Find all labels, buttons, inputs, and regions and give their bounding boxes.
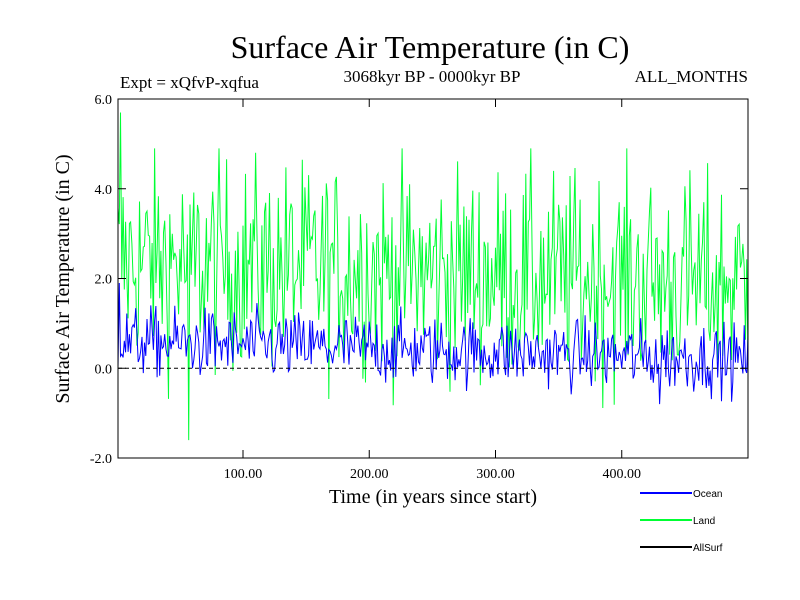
y-tick-label: 2.0 [95,273,113,288]
x-tick-label: 200.00 [350,467,389,482]
ticks-layer: -2.0 0.0 2.0 4.0 6.0 100.00 200.00 300.00 400.00 [90,93,748,482]
plot-frame [117,98,749,459]
x-tick-label: 300.00 [476,467,515,482]
chart-subtitle: 3068kyr BP - 0000kyr BP [344,67,521,86]
series-ocean [118,282,748,405]
y-tick-label: -2.0 [90,452,112,467]
x-tick-label: 100.00 [224,467,263,482]
x-tick-label: 400.00 [602,467,641,482]
y-tick-label: 4.0 [95,183,113,198]
chart-months: ALL_MONTHS [635,67,748,86]
series-land [118,112,748,441]
x-axis-label: Time (in years since start) [329,486,537,508]
series-layer [118,112,748,441]
y-tick-label: 0.0 [95,362,113,377]
legend-allsurf-label: AllSurf [693,543,723,554]
y-axis-label: Surface Air Temperature (in C) [52,154,74,403]
chart-experiment: Expt = xQfvP-xqfua [120,73,259,92]
legend-land-label: Land [693,516,715,527]
legend-ocean-label: Ocean [693,489,722,500]
legend: Ocean Land AllSurf [640,489,723,554]
y-tick-label: 6.0 [95,93,113,108]
chart-title: Surface Air Temperature (in C) [231,29,630,65]
